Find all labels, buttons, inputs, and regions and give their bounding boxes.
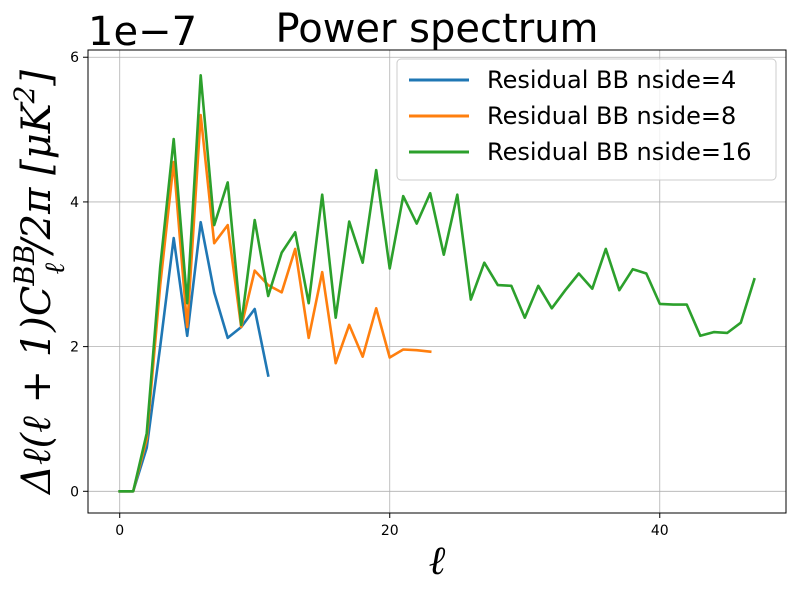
y-label-close: ] [14,70,60,87]
legend-label-2: Residual BB nside=8 [487,102,736,130]
series-line-3 [118,74,756,493]
y-tick-label: 4 [70,195,79,211]
y-axis-label: Δℓ(ℓ + 1)CBBℓ/2π [μK2] [8,70,71,497]
y-label-suffix: /2π [μK [14,101,60,257]
chart-title: Power spectrum [276,6,599,52]
x-tick-label: 20 [381,523,399,539]
y-tick-label: 6 [70,50,79,66]
y-label-sup: BB [8,244,41,286]
legend-box [396,58,777,181]
y-label-unit-sup: 2 [8,86,41,105]
y-offset-text: 1e−7 [88,9,197,55]
series-line-2 [118,113,432,493]
x-axis-label: ℓ [429,538,446,584]
legend: Residual BB nside=4 Residual BB nside=8 Re… [396,58,777,181]
y-label-prefix: Δℓ(ℓ + 1) [14,316,60,496]
axis-ticks: 0 20 40 0 2 4 6 [70,50,669,539]
y-label-c: C [14,286,60,317]
series-lines [118,74,756,493]
y-label-sub: ℓ [38,262,71,274]
y-tick-label: 2 [70,340,79,356]
legend-label-1: Residual BB nside=4 [487,66,736,94]
y-tick-label: 0 [70,484,79,500]
axes-frame [87,49,787,514]
legend-label-3: Residual BB nside=16 [487,138,752,166]
x-tick-label: 0 [115,523,124,539]
x-tick-label: 40 [651,523,669,539]
series-line-1 [118,220,270,493]
